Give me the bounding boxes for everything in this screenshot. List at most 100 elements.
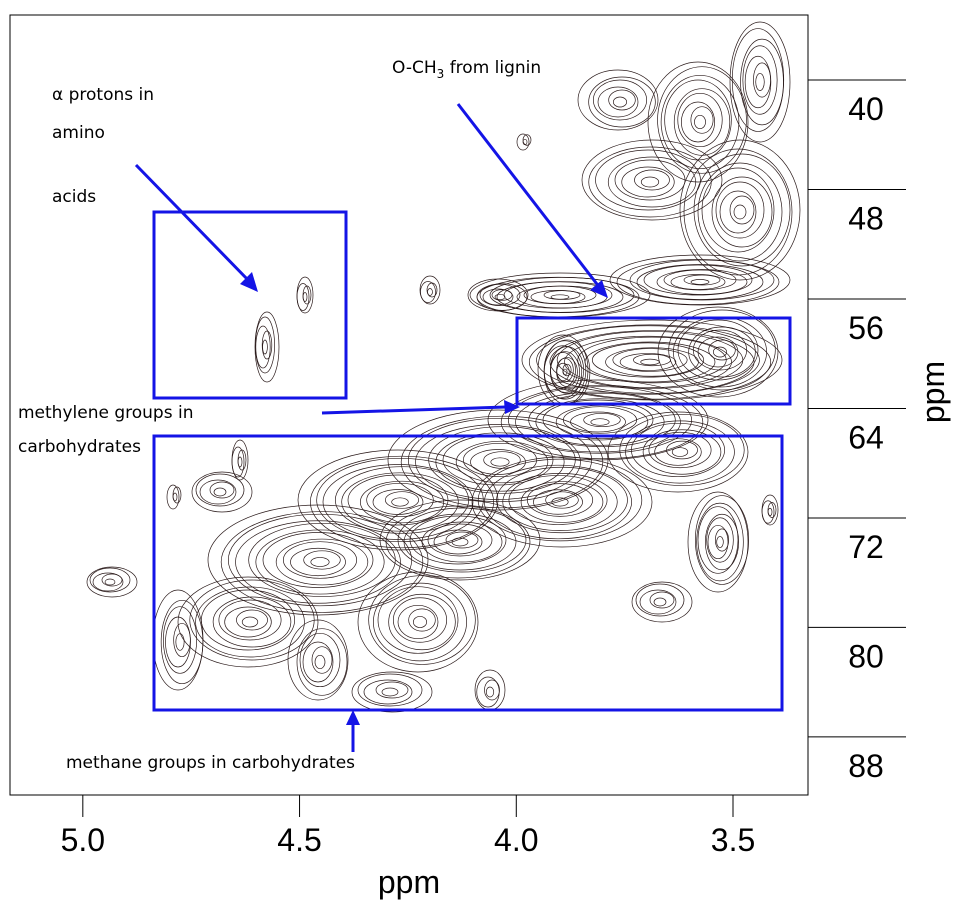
contour: [653, 597, 667, 607]
contour: [697, 506, 739, 574]
contour: [634, 169, 670, 191]
contour: [261, 330, 273, 360]
contour: [677, 92, 723, 148]
contour: [612, 96, 628, 108]
contour: [588, 76, 656, 128]
contour: [435, 432, 565, 492]
contour: [471, 456, 653, 548]
contour: [639, 589, 677, 615]
contour: [490, 457, 510, 467]
contour: [162, 606, 198, 674]
contour: [420, 281, 436, 303]
contour: [290, 547, 346, 577]
contour: [648, 431, 712, 469]
arrow-head: [590, 280, 608, 298]
arrow-lignin: [456, 103, 602, 289]
contour: [595, 149, 701, 211]
contour: [690, 106, 714, 134]
contour: [690, 279, 710, 285]
contour: [403, 513, 517, 571]
contour: [487, 379, 709, 461]
annotation: amino: [52, 123, 105, 143]
contour: [255, 529, 385, 595]
contour: [209, 481, 235, 499]
contour: [583, 412, 621, 428]
contour: [528, 324, 772, 400]
y-tick-label: 48: [848, 201, 884, 237]
contour: [262, 339, 268, 355]
contour: [714, 528, 730, 552]
contour: [152, 589, 204, 691]
contour: [92, 572, 124, 592]
contour: [392, 597, 448, 643]
contour: [642, 429, 722, 475]
contour: [706, 517, 734, 563]
contour: [500, 384, 704, 460]
arrow-amino: [134, 163, 252, 284]
contour: [314, 654, 326, 670]
contour: [231, 439, 249, 481]
contour: [195, 586, 305, 658]
annotation: acids: [52, 187, 96, 207]
contour: [191, 471, 253, 513]
contour: [591, 342, 705, 378]
contour: [688, 326, 756, 378]
contour: [391, 497, 409, 507]
contour: [302, 641, 334, 683]
contour: [302, 285, 312, 305]
contour: [693, 153, 791, 267]
contour: [375, 681, 409, 699]
contour: [172, 486, 182, 504]
contour: [683, 274, 721, 286]
contour: [467, 278, 529, 312]
contour: [254, 311, 280, 383]
contour: [491, 289, 513, 301]
contour: [177, 576, 319, 668]
contour: [671, 447, 689, 457]
y-axis-title: ppm: [915, 361, 951, 423]
contour: [311, 646, 333, 674]
contour: [590, 418, 610, 426]
contour: [562, 363, 572, 377]
contour: [212, 596, 292, 648]
contour: [694, 495, 750, 585]
contour: [287, 619, 349, 701]
box-amino: [152, 210, 348, 400]
contour: [296, 628, 348, 696]
contour: [767, 502, 777, 518]
contour: [479, 283, 521, 307]
contour: [647, 61, 749, 183]
contour: [597, 86, 639, 118]
contour: [562, 406, 638, 434]
contour: [640, 176, 660, 188]
contour: [697, 336, 739, 368]
contour: [608, 89, 636, 111]
contour: [451, 537, 469, 547]
contour: [564, 335, 732, 389]
arrow-head: [504, 400, 520, 414]
box-methane: [152, 434, 784, 712]
contour: [368, 575, 476, 665]
y-tick-label: 72: [848, 529, 884, 565]
y-tick-label: 40: [848, 91, 884, 127]
contour: [427, 523, 493, 557]
y-tick-label: 64: [848, 419, 884, 455]
contour: [516, 133, 530, 151]
contour: [515, 391, 681, 453]
contour: [262, 532, 374, 588]
contour: [195, 473, 245, 507]
contour: [296, 276, 314, 314]
contour: [550, 294, 570, 300]
contour: [631, 581, 693, 623]
x-tick-label: 4.0: [494, 822, 538, 858]
contour: [616, 259, 780, 305]
contour: [697, 162, 783, 262]
contour: [761, 494, 779, 526]
contour: [347, 474, 449, 526]
contour: [397, 507, 527, 573]
contour: [744, 55, 772, 109]
contour: [660, 74, 740, 170]
contour: [640, 358, 660, 366]
contour: [654, 438, 702, 466]
contour: [677, 319, 759, 381]
